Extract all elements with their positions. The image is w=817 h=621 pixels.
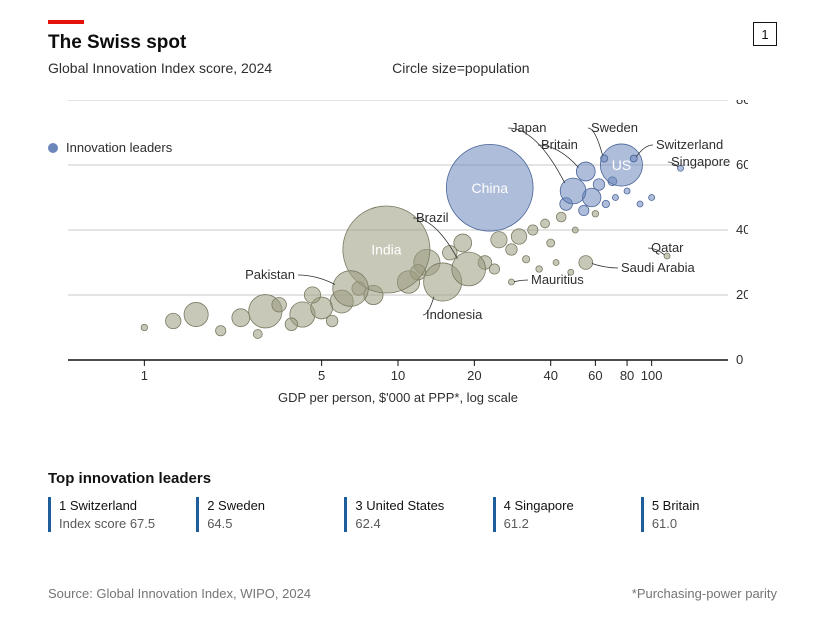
bubble <box>556 212 566 222</box>
leader-item: 3 United States62.4 <box>344 497 480 532</box>
bubble-mauritius <box>508 279 514 285</box>
svg-text:60: 60 <box>588 368 602 383</box>
leader-score: 61.0 <box>652 515 777 533</box>
svg-text:100: 100 <box>641 368 663 383</box>
bubble <box>184 302 208 326</box>
leader-item: 2 Sweden64.5 <box>196 497 332 532</box>
bubble <box>216 326 226 336</box>
accent-bar <box>48 20 84 24</box>
bubble <box>141 324 148 331</box>
bubble <box>304 287 320 303</box>
bubble <box>272 297 287 312</box>
leader-score: Index score 67.5 <box>59 515 184 533</box>
figure-container: The Swiss spot Global Innovation Index s… <box>0 0 817 621</box>
bubble <box>592 210 599 217</box>
leader-score: 62.4 <box>355 515 480 533</box>
leader-score: 64.5 <box>207 515 332 533</box>
leader-rank-name: 4 Singapore <box>504 497 629 515</box>
svg-text:Singapore: Singapore <box>671 154 730 169</box>
bubble <box>489 264 499 274</box>
leader-item: 4 Singapore61.2 <box>493 497 629 532</box>
svg-text:Switzerland: Switzerland <box>656 137 723 152</box>
bubble-switzerland <box>630 155 637 162</box>
bubble <box>506 244 518 256</box>
bubble-britain <box>576 162 595 181</box>
svg-text:Pakistan: Pakistan <box>245 267 295 282</box>
bubble <box>528 225 538 235</box>
bubble <box>285 318 298 331</box>
svg-text:Sweden: Sweden <box>591 120 638 135</box>
bubble <box>637 201 643 207</box>
svg-text:Britain: Britain <box>541 137 578 152</box>
svg-text:Japan: Japan <box>511 120 546 135</box>
bubble <box>602 200 609 207</box>
bubble <box>624 188 630 194</box>
svg-text:1: 1 <box>141 368 148 383</box>
bubble-sweden <box>601 155 608 162</box>
bubble-saudi-arabia <box>579 256 593 270</box>
leader-rank-name: 1 Switzerland <box>59 497 184 515</box>
bubble <box>593 179 605 191</box>
svg-text:40: 40 <box>736 222 748 237</box>
svg-text:Brazil: Brazil <box>416 210 449 225</box>
bubble <box>253 330 262 339</box>
svg-text:Mauritius: Mauritius <box>531 272 584 287</box>
leader-rank-name: 3 United States <box>355 497 480 515</box>
size-legend-note: Circle size=population <box>392 60 529 76</box>
svg-text:60: 60 <box>736 157 748 172</box>
page-number-box: 1 <box>753 22 777 46</box>
leader-score: 61.2 <box>504 515 629 533</box>
svg-text:5: 5 <box>318 368 325 383</box>
bubble <box>522 256 529 263</box>
leaders-row: 1 SwitzerlandIndex score 67.5 2 Sweden64.… <box>48 497 777 532</box>
top-leaders-block: Top innovation leaders 1 SwitzerlandInde… <box>48 470 777 532</box>
svg-text:Indonesia: Indonesia <box>426 307 483 322</box>
svg-text:0: 0 <box>736 352 743 367</box>
svg-text:Saudi Arabia: Saudi Arabia <box>621 260 695 275</box>
svg-text:China: China <box>471 180 508 196</box>
svg-text:India: India <box>371 242 402 258</box>
source-note: Source: Global Innovation Index, WIPO, 2… <box>48 586 311 601</box>
chart-subtitle: Global Innovation Index score, 2024 <box>48 60 272 76</box>
ppp-footnote: *Purchasing-power parity <box>632 586 777 601</box>
bubble <box>166 313 181 328</box>
bubble <box>612 195 618 201</box>
bubble <box>511 229 526 244</box>
bubble <box>491 232 507 248</box>
svg-text:80: 80 <box>620 368 634 383</box>
svg-text:20: 20 <box>467 368 481 383</box>
svg-text:US: US <box>612 157 631 173</box>
bubble <box>649 195 655 201</box>
bubble <box>442 245 457 260</box>
leader-rank-name: 2 Sweden <box>207 497 332 515</box>
legend-label: Innovation leaders <box>66 140 172 155</box>
legend: Innovation leaders <box>48 140 172 155</box>
leaders-heading: Top innovation leaders <box>48 470 777 487</box>
svg-text:40: 40 <box>543 368 557 383</box>
svg-text:GDP per person, $'000 at PPP*,: GDP per person, $'000 at PPP*, log scale <box>278 390 518 405</box>
page-number: 1 <box>761 27 768 42</box>
bubble <box>579 205 589 215</box>
svg-text:20: 20 <box>736 287 748 302</box>
leader-item: 1 SwitzerlandIndex score 67.5 <box>48 497 184 532</box>
bubble <box>232 309 250 327</box>
legend-swatch <box>48 143 58 153</box>
leader-rank-name: 5 Britain <box>652 497 777 515</box>
chart-title: The Swiss spot <box>48 32 777 54</box>
bubble <box>541 219 550 228</box>
svg-text:10: 10 <box>391 368 405 383</box>
svg-text:Qatar: Qatar <box>651 240 684 255</box>
bubble <box>553 260 559 266</box>
leader-item: 5 Britain61.0 <box>641 497 777 532</box>
bubble <box>547 239 555 247</box>
svg-text:80: 80 <box>736 100 748 107</box>
bubble-pakistan <box>333 271 369 307</box>
bubble <box>326 315 338 327</box>
bubble <box>572 227 578 233</box>
